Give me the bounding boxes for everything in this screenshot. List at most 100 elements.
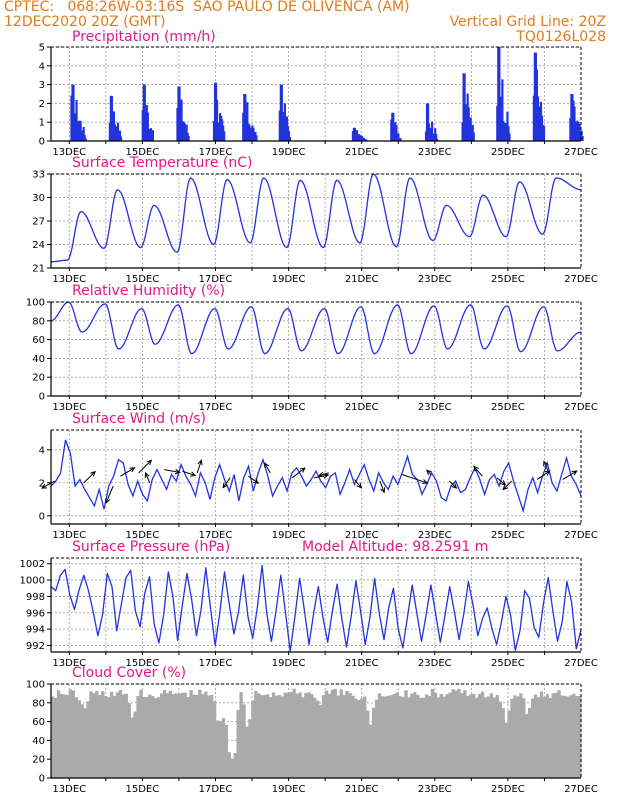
wind-arrow xyxy=(543,461,549,472)
cloud-bar xyxy=(483,697,488,778)
cloud-bar xyxy=(513,695,517,778)
wind-arrow xyxy=(41,480,55,489)
x-tick-label: 15DEC xyxy=(126,784,160,795)
cloud-bar xyxy=(277,694,282,778)
cloud-bar xyxy=(145,696,149,778)
cloud-bar xyxy=(492,697,497,778)
cloud-bar xyxy=(189,690,193,778)
cloud-bar xyxy=(245,726,249,778)
cloud-bar xyxy=(151,696,155,778)
cloud-bar xyxy=(542,697,547,778)
cloud-bar xyxy=(398,696,402,778)
cloud-bar xyxy=(95,691,99,778)
x-tick-label: 23DEC xyxy=(418,784,452,795)
y-tick-label: 2 xyxy=(39,478,45,489)
cloud-bar xyxy=(212,701,217,778)
cloud-bar xyxy=(448,692,452,778)
y-tick-label: 1 xyxy=(39,118,45,129)
x-tick-label: 27DEC xyxy=(564,147,598,158)
cloud-bar xyxy=(80,704,84,778)
cloud-bar xyxy=(77,700,81,778)
pressure-line xyxy=(50,564,582,652)
cloud-bar xyxy=(289,691,293,778)
cloud-bar xyxy=(180,692,184,778)
cloud-bar xyxy=(339,689,343,778)
y-tick-label: 994 xyxy=(26,625,45,636)
precip-bar xyxy=(435,134,438,141)
cloud-bar xyxy=(236,710,240,778)
cloud-bar xyxy=(286,692,290,778)
cloud-bar xyxy=(204,691,208,778)
x-tick-label: 19DEC xyxy=(272,147,306,158)
y-tick-label: 20 xyxy=(32,755,45,766)
cloud-bar xyxy=(233,752,237,778)
cloud-bar xyxy=(98,695,102,778)
wind-arrow-head xyxy=(451,483,458,489)
cloud-bar xyxy=(342,694,346,778)
wind-arrow-head xyxy=(222,482,228,489)
x-tick-label: 19DEC xyxy=(272,402,306,413)
cloud-bar xyxy=(310,694,314,778)
cloud-bar xyxy=(486,696,491,778)
x-tick-label: 25DEC xyxy=(491,530,525,541)
y-tick-label: 60 xyxy=(32,335,45,346)
cloud-bar xyxy=(215,720,220,778)
cloud-bar xyxy=(386,695,391,778)
cloud-bar xyxy=(530,698,535,778)
cloud-bar xyxy=(127,702,131,778)
cloud-bar xyxy=(578,695,582,778)
cloud-bar xyxy=(74,697,78,778)
y-tick-label: 5 xyxy=(39,43,45,54)
precip-bar xyxy=(149,128,152,141)
wind-arrow xyxy=(138,459,152,474)
cloud-bar xyxy=(304,693,308,778)
panel-5: 0 20 40 60 80 100 13DEC 15DEC 17DEC 19DEC 21DEC 23D… xyxy=(26,680,598,796)
cloud-bar xyxy=(460,693,464,778)
cloud-bar xyxy=(195,694,199,778)
cloud-bar xyxy=(539,691,544,778)
wind-arrow-head xyxy=(422,479,429,485)
wind-arrow-head xyxy=(264,462,270,469)
cloud-bar xyxy=(360,698,364,778)
cloud-bar xyxy=(445,694,449,778)
wind-arrow-head xyxy=(41,483,48,489)
cloud-bar xyxy=(230,758,234,778)
cloud-bar xyxy=(251,700,255,778)
wind-arrow xyxy=(264,462,271,474)
cloud-bar xyxy=(227,752,232,778)
cloud-bar xyxy=(351,695,355,778)
wind-arrow-head xyxy=(105,497,111,504)
wind-arrow xyxy=(164,469,180,473)
cloud-bar xyxy=(507,710,511,778)
wind-speed-line xyxy=(50,439,582,514)
cloud-bar xyxy=(207,695,211,778)
cloud-bar xyxy=(495,694,499,778)
precip-bar xyxy=(426,103,430,141)
cloud-bar xyxy=(198,689,202,778)
y-tick-label: 4 xyxy=(39,61,45,72)
cloud-bar xyxy=(383,696,388,778)
x-tick-label: 23DEC xyxy=(418,274,452,285)
precip-bar xyxy=(72,84,75,141)
wind-arrow-head xyxy=(380,487,386,494)
x-tick-label: 23DEC xyxy=(418,530,452,541)
wind-arrow xyxy=(536,470,551,480)
cloud-bar xyxy=(377,693,382,778)
wind-arrow-head xyxy=(299,467,306,473)
wind-arrow-head xyxy=(473,465,479,472)
cloud-bar xyxy=(475,697,479,778)
y-tick-label: 30 xyxy=(32,193,45,204)
x-tick-label: 21DEC xyxy=(345,530,379,541)
cloud-bar xyxy=(168,690,173,778)
x-tick-label: 13DEC xyxy=(52,274,86,285)
panel-3: 0 2 4 13DEC 15DEC 17DEC 19DEC 21DEC 23DEC 25DEC 27… xyxy=(39,429,598,541)
x-tick-label: 27DEC xyxy=(564,274,598,285)
wind-arrow-head xyxy=(317,471,325,478)
cloud-bar xyxy=(239,692,243,778)
cloud-bar xyxy=(424,694,429,778)
cloud-bar xyxy=(522,698,526,778)
cloud-bar xyxy=(357,700,361,778)
cloud-bar xyxy=(557,690,561,778)
cloud-bar xyxy=(422,697,426,778)
